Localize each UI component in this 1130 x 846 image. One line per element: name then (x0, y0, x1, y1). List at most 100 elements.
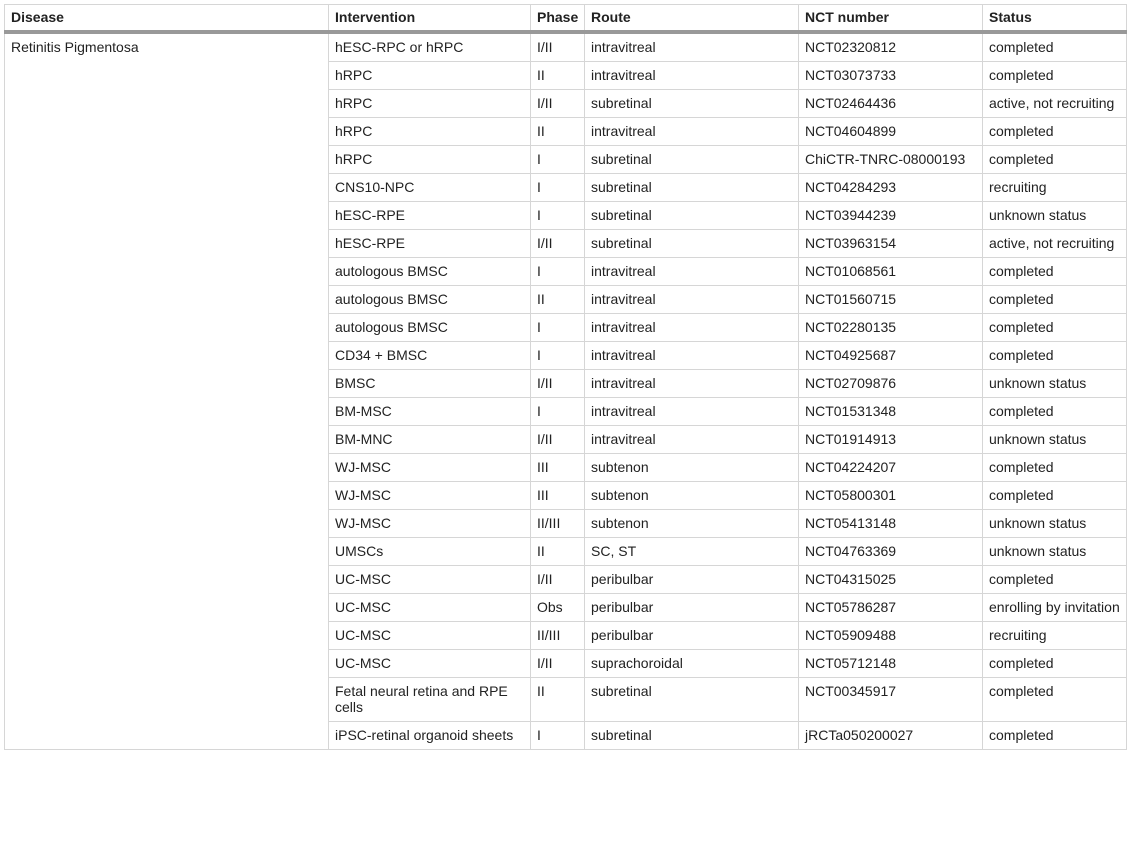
cell-status: unknown status (982, 508, 1127, 538)
cell-status: completed (982, 564, 1127, 594)
cell-intervention: UC-MSC (328, 564, 531, 594)
cell-nct-number: NCT05909488 (798, 620, 983, 650)
header-phase: Phase (530, 4, 585, 34)
cell-route: intravitreal (584, 396, 799, 426)
cell-status: enrolling by invitation (982, 592, 1127, 622)
cell-route: intravitreal (584, 312, 799, 342)
cell-nct-number: NCT00345917 (798, 676, 983, 722)
cell-phase: I (530, 172, 585, 202)
table-row: BM-MNC I/II intravitreal NCT01914913 unknown… (5, 424, 1127, 454)
cell-nct-number: jRCTa050200027 (798, 720, 983, 750)
table-row: hRPC II intravitreal NCT03073733 completed (5, 60, 1127, 90)
cell-phase: II (530, 60, 585, 90)
cell-intervention: CD34 + BMSC (328, 340, 531, 370)
cell-phase: I/II (530, 648, 585, 678)
table-row: hRPC I/II subretinal NCT02464436 active, not… (5, 88, 1127, 118)
cell-nct-number: NCT01068561 (798, 256, 983, 286)
cell-phase: I (530, 396, 585, 426)
cell-phase: I (530, 144, 585, 174)
cell-intervention: hRPC (328, 116, 531, 146)
cell-status: completed (982, 676, 1127, 722)
cell-status: unknown status (982, 536, 1127, 566)
cell-nct-number: NCT05786287 (798, 592, 983, 622)
cell-intervention: WJ-MSC (328, 508, 531, 538)
cell-nct-number: NCT05413148 (798, 508, 983, 538)
cell-phase: II (530, 536, 585, 566)
cell-status: active, not recruiting (982, 228, 1127, 258)
cell-phase: I (530, 340, 585, 370)
clinical-trials-table: Disease Intervention Phase Route NCT num… (4, 4, 1127, 750)
table-row: WJ-MSC III subtenon NCT05800301 completed (5, 480, 1127, 510)
cell-status: unknown status (982, 424, 1127, 454)
cell-phase: I/II (530, 368, 585, 398)
cell-intervention: Fetal neural retina and RPE cells (328, 676, 531, 722)
cell-route: intravitreal (584, 31, 799, 62)
cell-status: unknown status (982, 368, 1127, 398)
cell-route: intravitreal (584, 60, 799, 90)
header-status: Status (982, 4, 1127, 34)
cell-status: completed (982, 340, 1127, 370)
cell-nct-number: NCT04224207 (798, 452, 983, 482)
cell-route: intravitreal (584, 284, 799, 314)
table-row: autologous BMSC II intravitreal NCT01560715… (5, 284, 1127, 314)
cell-phase: I (530, 312, 585, 342)
cell-status: recruiting (982, 620, 1127, 650)
cell-status: completed (982, 396, 1127, 426)
table-row: UMSCs II SC, ST NCT04763369 unknown status (5, 536, 1127, 566)
cell-intervention: BM-MSC (328, 396, 531, 426)
table-row: WJ-MSC III subtenon NCT04224207 completed (5, 452, 1127, 482)
table-row: Retinitis Pigmentosa hESC-RPC or hRPC I/II… (4, 31, 1127, 750)
cell-nct-number: NCT02320812 (798, 31, 983, 62)
cell-status: completed (982, 60, 1127, 90)
cell-status: completed (982, 480, 1127, 510)
cell-status: completed (982, 284, 1127, 314)
cell-route: intravitreal (584, 256, 799, 286)
cell-route: subtenon (584, 508, 799, 538)
cell-route: intravitreal (584, 424, 799, 454)
cell-nct-number: NCT04284293 (798, 172, 983, 202)
cell-nct-number: NCT03073733 (798, 60, 983, 90)
cell-intervention: UC-MSC (328, 648, 531, 678)
cell-phase: I/II (530, 31, 585, 62)
cell-phase: I (530, 200, 585, 230)
cell-intervention: hRPC (328, 144, 531, 174)
cell-phase: I/II (530, 228, 585, 258)
table-row: hESC-RPE I/II subretinal NCT03963154 active,… (5, 228, 1127, 258)
cell-route: subretinal (584, 144, 799, 174)
cell-phase: II/III (530, 508, 585, 538)
cell-route: subretinal (584, 172, 799, 202)
cell-intervention: hESC-RPE (328, 200, 531, 230)
table-row: UC-MSC II/III peribulbar NCT05909488 recruit… (5, 620, 1127, 650)
table-row: BMSC I/II intravitreal NCT02709876 unknown s… (5, 368, 1127, 398)
cell-phase: III (530, 452, 585, 482)
header-row: Disease Intervention Phase Route NCT num… (4, 4, 1127, 34)
cell-status: active, not recruiting (982, 88, 1127, 118)
cell-nct-number: NCT04763369 (798, 536, 983, 566)
cell-nct-number: ChiCTR-TNRC-08000193 (798, 144, 983, 174)
cell-phase: II/III (530, 620, 585, 650)
cell-route: subretinal (584, 200, 799, 230)
cell-status: unknown status (982, 200, 1127, 230)
cell-phase: II (530, 676, 585, 722)
cell-intervention: CNS10-NPC (328, 172, 531, 202)
cell-nct-number: NCT05712148 (798, 648, 983, 678)
cell-status: completed (982, 144, 1127, 174)
cell-route: intravitreal (584, 368, 799, 398)
cell-status: completed (982, 452, 1127, 482)
table-row: UC-MSC I/II peribulbar NCT04315025 completed (5, 564, 1127, 594)
cell-phase: II (530, 284, 585, 314)
table-body: Retinitis Pigmentosa hESC-RPC or hRPC I/II… (4, 31, 1127, 750)
cell-intervention: autologous BMSC (328, 256, 531, 286)
cell-intervention: UC-MSC (328, 592, 531, 622)
header-route: Route (584, 4, 799, 34)
cell-nct-number: NCT01914913 (798, 424, 983, 454)
cell-intervention: iPSC-retinal organoid sheets (328, 720, 531, 750)
cell-phase: Obs (530, 592, 585, 622)
cell-phase: I/II (530, 424, 585, 454)
cell-intervention: UC-MSC (328, 620, 531, 650)
cell-route: suprachoroidal (584, 648, 799, 678)
cell-phase: I (530, 256, 585, 286)
